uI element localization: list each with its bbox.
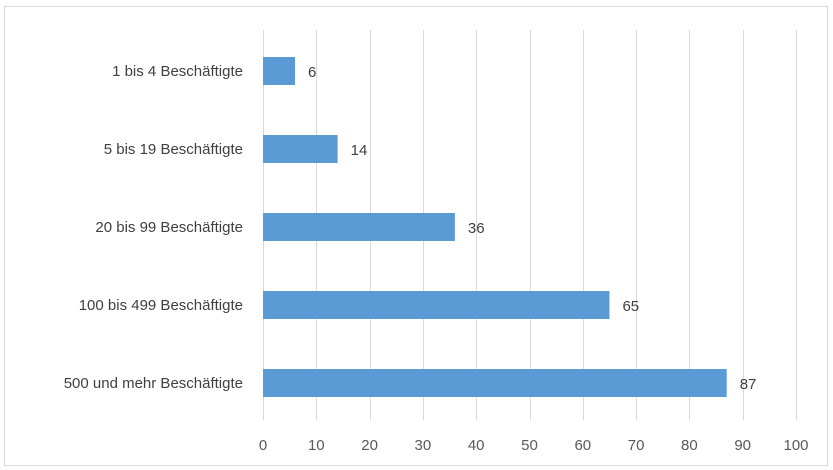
bars <box>263 57 727 397</box>
x-tick-label: 20 <box>361 437 378 454</box>
data-label: 87 <box>740 376 757 393</box>
bar <box>263 57 295 85</box>
data-labels: 6 14 36 65 87 <box>308 64 756 393</box>
data-label: 36 <box>468 220 485 237</box>
category-label: 1 bis 4 Beschäftigte <box>112 63 243 80</box>
x-tick-label: 60 <box>574 437 591 454</box>
x-tick-label: 70 <box>628 437 645 454</box>
data-label: 14 <box>351 142 368 159</box>
bar <box>263 369 727 397</box>
x-tick-label: 40 <box>468 437 485 454</box>
x-tick-label: 80 <box>681 437 698 454</box>
category-label: 20 bis 99 Beschäftigte <box>95 219 243 236</box>
category-labels: 1 bis 4 Beschäftigte 5 bis 19 Beschäftigt… <box>64 63 243 392</box>
category-label: 500 und mehr Beschäftigte <box>64 375 243 392</box>
bar <box>263 291 610 319</box>
bar <box>263 135 338 163</box>
category-label: 5 bis 19 Beschäftigte <box>104 141 243 158</box>
x-tick-label: 0 <box>259 437 267 454</box>
data-label: 6 <box>308 64 316 81</box>
bar <box>263 213 455 241</box>
x-tick-label: 30 <box>415 437 432 454</box>
x-tick-label: 50 <box>521 437 538 454</box>
x-tick-label: 90 <box>734 437 751 454</box>
x-tick-labels: 0 10 20 30 40 50 60 70 80 90 100 <box>259 437 809 454</box>
x-tick-label: 100 <box>783 437 808 454</box>
x-tick-label: 10 <box>308 437 325 454</box>
category-label: 100 bis 499 Beschäftigte <box>79 297 243 314</box>
gridlines <box>263 30 797 420</box>
data-label: 65 <box>622 298 639 315</box>
